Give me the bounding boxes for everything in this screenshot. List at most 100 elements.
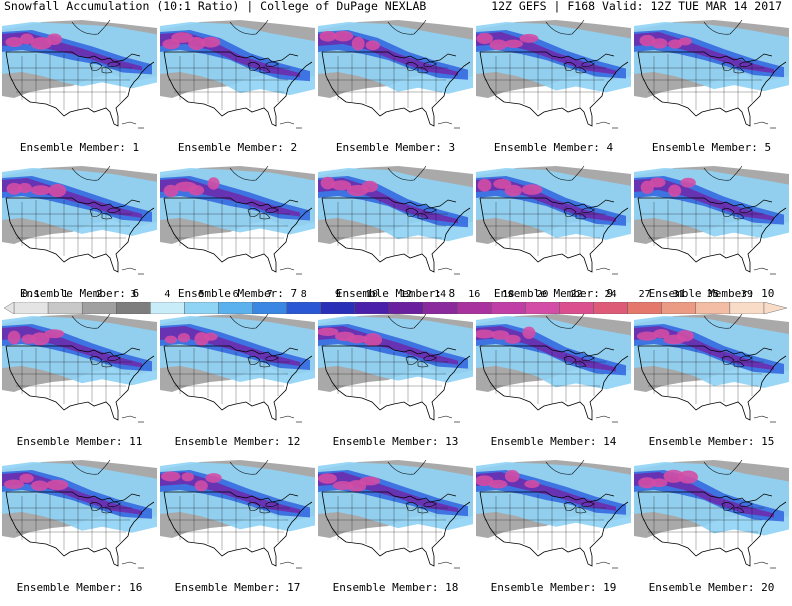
snowfall-map [476, 16, 631, 136]
legend-swatch [252, 302, 287, 314]
legend-swatch [184, 302, 219, 314]
legend-label: 31 [672, 289, 685, 300]
snowfall-map [160, 310, 315, 430]
ensemble-member-panel: Ensemble Member: 9 [476, 162, 631, 312]
snowfall-map [160, 162, 315, 282]
legend-swatch [286, 302, 322, 314]
legend-label: 27 [638, 289, 651, 300]
legend-label: 35 [706, 289, 719, 300]
ensemble-member-caption: Ensemble Member: 8 [335, 287, 456, 300]
legend-label: 6 [232, 289, 239, 300]
ensemble-member-caption: Ensemble Member: 11 [16, 435, 143, 448]
ensemble-member-panel: Ensemble Member: 19 [476, 456, 631, 606]
legend-swatch [13, 302, 49, 314]
snowfall-map [476, 162, 631, 282]
legend-label: 22 [570, 289, 583, 300]
ensemble-member-caption: Ensemble Member: 20 [648, 581, 775, 594]
ensemble-member-caption: Ensemble Member: 10 [648, 287, 775, 300]
snowfall-map [318, 16, 473, 136]
snowfall-map [2, 456, 157, 576]
legend-label: 8 [300, 289, 307, 300]
ensemble-member-caption: Ensemble Member: 14 [490, 435, 617, 448]
ensemble-member-panel: Ensemble Member: 14 [476, 310, 631, 460]
legend-label: 20 [536, 289, 549, 300]
ensemble-member-panel: Ensemble Member: 8 [318, 162, 473, 312]
legend-label: 16 [468, 289, 481, 300]
legend-label: 18 [502, 289, 515, 300]
legend-label: 39 [740, 289, 753, 300]
legend-label: 12 [400, 289, 413, 300]
snowfall-map [318, 456, 473, 576]
ensemble-member-panel: Ensemble Member: 2 [160, 16, 315, 166]
ensemble-member-panel: Ensemble Member: 18 [318, 456, 473, 606]
snowfall-map [634, 456, 789, 576]
ensemble-member-panel: Ensemble Member: 6 [2, 162, 157, 312]
ensemble-member-panel: Ensemble Member: 13 [318, 310, 473, 460]
ensemble-member-panel: Ensemble Member: 10 [634, 162, 789, 312]
ensemble-member-caption: Ensemble Member: 18 [332, 581, 459, 594]
legend-label: 10 [365, 289, 378, 300]
ensemble-member-panel: Ensemble Member: 17 [160, 456, 315, 606]
legend-arrow-left [4, 302, 15, 314]
legend-swatch [593, 302, 628, 314]
map-title: Snowfall Accumulation (10:1 Ratio) | Col… [4, 0, 427, 13]
legend-label: 24 [604, 289, 617, 300]
ensemble-member-caption: Ensemble Member: 19 [490, 581, 617, 594]
legend-labels: 0.1 1 2 3 4 5 6 7 8 9 10 12 14 16 18 20 22 24 27 31 35 39 [4, 289, 787, 301]
ensemble-member-panel: Ensemble Member: 7 [160, 162, 315, 312]
model-run-valid-time: 12Z GEFS | F168 Valid: 12Z TUE MAR 14 20… [491, 0, 782, 13]
legend-swatch [47, 302, 83, 314]
legend-swatch [456, 302, 492, 314]
legend-swatch [525, 302, 560, 314]
ensemble-member-caption: Ensemble Member: 1 [19, 141, 140, 154]
snowfall-map [318, 162, 473, 282]
snowfall-map [634, 16, 789, 136]
snowfall-map [2, 16, 157, 136]
ensemble-member-panel: Ensemble Member: 11 [2, 310, 157, 460]
legend-swatch [320, 302, 356, 314]
legend-swatch [81, 302, 117, 314]
legend-label: 14 [434, 289, 447, 300]
ensemble-member-caption: Ensemble Member: 15 [648, 435, 775, 448]
snowfall-map [160, 456, 315, 576]
snowfall-map [476, 310, 631, 430]
snowfall-color-legend: 0.1 1 2 3 4 5 6 7 8 9 10 12 14 16 18 20 22 24 27 31 35 39 [4, 289, 787, 315]
legend-swatch [729, 302, 765, 314]
snowfall-map [476, 456, 631, 576]
ensemble-member-caption: Ensemble Member: 7 [177, 287, 298, 300]
legend-label: 3 [130, 289, 137, 300]
legend-swatch [627, 302, 662, 314]
legend-swatch [150, 302, 185, 314]
legend-label: 2 [96, 289, 103, 300]
snowfall-map [318, 310, 473, 430]
ensemble-member-panel: Ensemble Member: 1 [2, 16, 157, 166]
ensemble-member-caption: Ensemble Member: 12 [174, 435, 301, 448]
ensemble-member-caption: Ensemble Member: 17 [174, 581, 301, 594]
ensemble-member-panel: Ensemble Member: 15 [634, 310, 789, 460]
ensemble-member-caption: Ensemble Member: 5 [651, 141, 772, 154]
legend-swatch [218, 302, 253, 314]
legend-swatch [354, 302, 390, 314]
legend-swatch [491, 302, 526, 314]
legend-swatch [388, 302, 424, 314]
ensemble-member-panel: Ensemble Member: 4 [476, 16, 631, 166]
ensemble-member-caption: Ensemble Member: 6 [19, 287, 140, 300]
ensemble-member-panel: Ensemble Member: 12 [160, 310, 315, 460]
ensemble-member-caption: Ensemble Member: 13 [332, 435, 459, 448]
legend-swatch [116, 302, 151, 314]
legend-label: 5 [198, 289, 205, 300]
ensemble-member-caption: Ensemble Member: 16 [16, 581, 143, 594]
legend-label: 1 [62, 289, 69, 300]
ensemble-member-panel: Ensemble Member: 20 [634, 456, 789, 606]
legend-label: 0.1 [22, 289, 41, 300]
snowfall-map [160, 16, 315, 136]
legend-label: 9 [334, 289, 341, 300]
legend-swatch [559, 302, 594, 314]
legend-swatch [661, 302, 697, 314]
ensemble-member-panel: Ensemble Member: 3 [318, 16, 473, 166]
ensemble-member-caption: Ensemble Member: 3 [335, 141, 456, 154]
snowfall-map [634, 310, 789, 430]
legend-color-bar [4, 302, 787, 314]
legend-label: 7 [266, 289, 273, 300]
snowfall-map [2, 310, 157, 430]
